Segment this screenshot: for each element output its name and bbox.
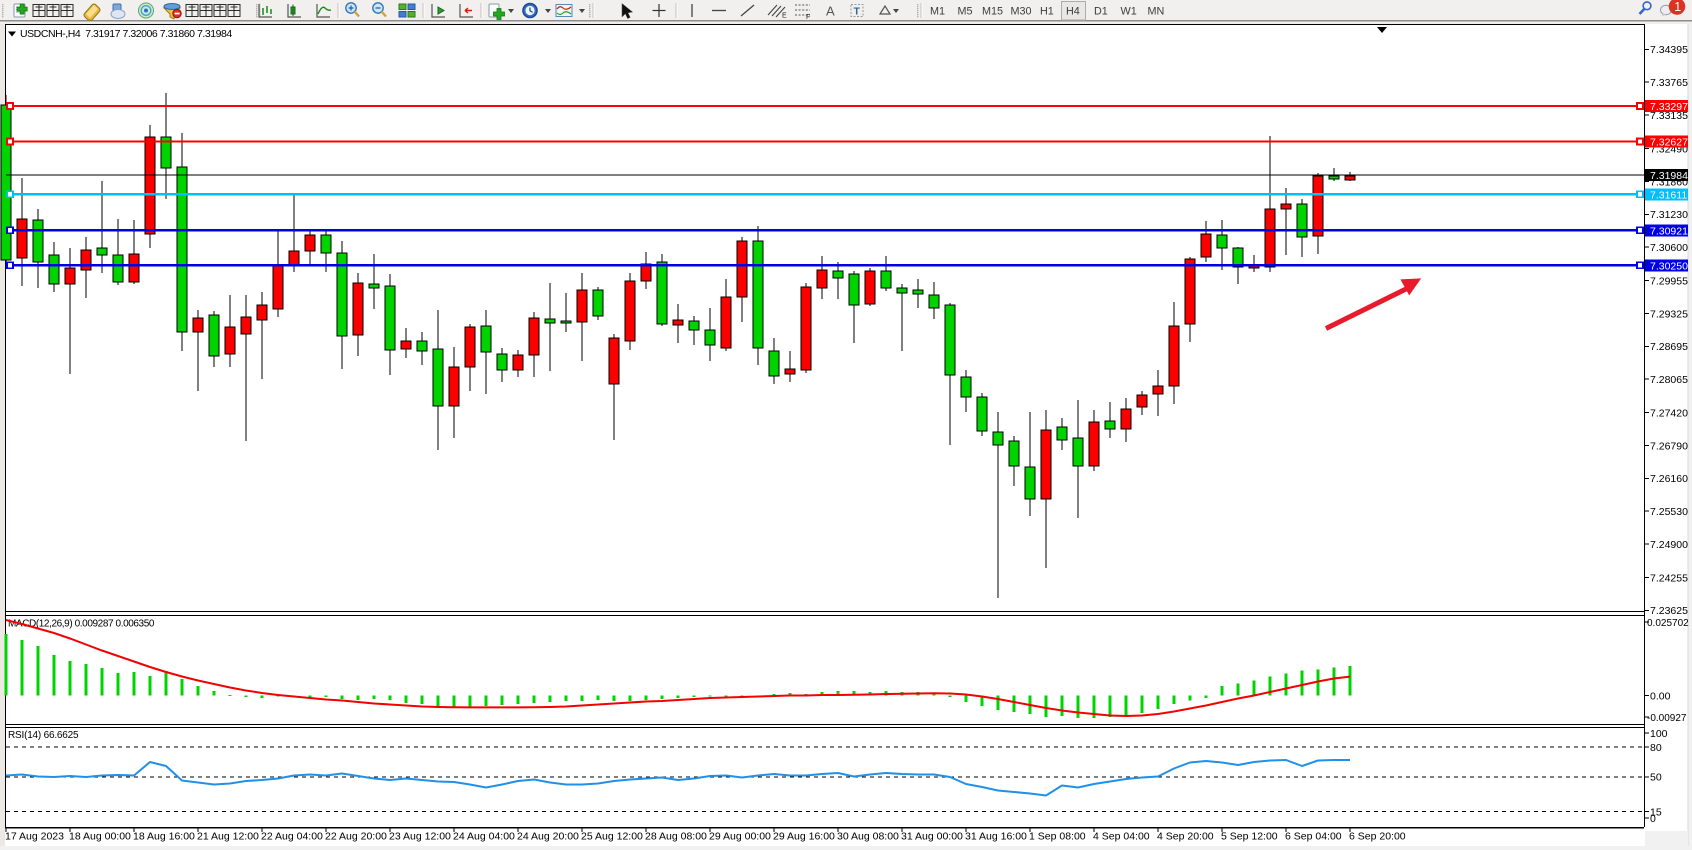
svg-text:M5: M5 [958, 6, 973, 18]
svg-text:18 Aug 16:00: 18 Aug 16:00 [133, 831, 195, 843]
svg-text:D1: D1 [1094, 6, 1108, 18]
svg-text:50: 50 [1650, 772, 1662, 784]
svg-text:5 Sep 12:00: 5 Sep 12:00 [1221, 831, 1278, 843]
svg-text:W1: W1 [1121, 6, 1137, 18]
svg-text:25 Aug 12:00: 25 Aug 12:00 [581, 831, 643, 843]
svg-text:18 Aug 00:00: 18 Aug 00:00 [69, 831, 131, 843]
svg-text:7.25530: 7.25530 [1650, 506, 1688, 518]
svg-text:7.33297: 7.33297 [1650, 101, 1688, 113]
svg-text:24 Aug 04:00: 24 Aug 04:00 [453, 831, 515, 843]
svg-text:31 Aug 16:00: 31 Aug 16:00 [965, 831, 1027, 843]
svg-text:F: F [806, 14, 810, 21]
svg-text:7.34395: 7.34395 [1650, 44, 1688, 56]
svg-text:7.32627: 7.32627 [1650, 137, 1688, 149]
svg-text:80: 80 [1650, 742, 1662, 754]
svg-text:17 Aug 2023: 17 Aug 2023 [5, 831, 64, 843]
svg-text:24 Aug 20:00: 24 Aug 20:00 [517, 831, 579, 843]
svg-text:30 Aug 08:00: 30 Aug 08:00 [837, 831, 899, 843]
svg-text:7.33135: 7.33135 [1650, 110, 1688, 122]
svg-text:23 Aug 12:00: 23 Aug 12:00 [389, 831, 451, 843]
svg-text:M1: M1 [930, 6, 945, 18]
svg-text:29 Aug 16:00: 29 Aug 16:00 [773, 831, 835, 843]
svg-text:7.26790: 7.26790 [1650, 440, 1688, 452]
svg-text:7.24255: 7.24255 [1650, 572, 1688, 584]
svg-text:4 Sep 20:00: 4 Sep 20:00 [1157, 831, 1214, 843]
svg-text:A: A [826, 4, 835, 19]
svg-text:7.27420: 7.27420 [1650, 408, 1688, 420]
svg-text:28 Aug 08:00: 28 Aug 08:00 [645, 831, 707, 843]
svg-text:21 Aug 12:00: 21 Aug 12:00 [197, 831, 259, 843]
svg-text:4 Sep 04:00: 4 Sep 04:00 [1093, 831, 1150, 843]
svg-text:7.26160: 7.26160 [1650, 473, 1688, 485]
svg-text:H1: H1 [1040, 6, 1054, 18]
svg-text:7.31230: 7.31230 [1650, 209, 1688, 221]
svg-text:7.23625: 7.23625 [1650, 605, 1688, 617]
svg-text:0: 0 [1650, 813, 1656, 825]
svg-text:T: T [854, 6, 861, 18]
svg-text:1 Sep 08:00: 1 Sep 08:00 [1029, 831, 1086, 843]
svg-text:29 Aug 00:00: 29 Aug 00:00 [709, 831, 771, 843]
svg-text:7.28695: 7.28695 [1650, 341, 1688, 353]
svg-text:USDCNH-,H4 7.31917 7.32006 7.: USDCNH-,H4 7.31917 7.32006 7.31860 7.319… [20, 28, 232, 40]
svg-text:1: 1 [1674, 0, 1681, 14]
svg-text:7.24900: 7.24900 [1650, 539, 1688, 551]
svg-text:M15: M15 [982, 6, 1003, 18]
svg-text:MN: MN [1148, 6, 1165, 18]
svg-text:7.28065: 7.28065 [1650, 374, 1688, 386]
svg-text:22 Aug 20:00: 22 Aug 20:00 [325, 831, 387, 843]
svg-text:7.33765: 7.33765 [1650, 77, 1688, 89]
svg-text:7.30921: 7.30921 [1650, 225, 1688, 237]
svg-text:100: 100 [1650, 728, 1668, 740]
svg-text:7.30600: 7.30600 [1650, 242, 1688, 254]
svg-text:M30: M30 [1011, 6, 1032, 18]
svg-text:MACD(12,26,9) 0.009287 0.00635: MACD(12,26,9) 0.009287 0.006350 [8, 619, 155, 630]
svg-text:0.00: 0.00 [1650, 690, 1671, 702]
svg-text:31 Aug 00:00: 31 Aug 00:00 [901, 831, 963, 843]
svg-text:7.30250: 7.30250 [1650, 260, 1688, 272]
svg-text:7.31611: 7.31611 [1650, 189, 1687, 201]
svg-text:-0.00927: -0.00927 [1647, 713, 1687, 724]
svg-text:6 Sep 04:00: 6 Sep 04:00 [1285, 831, 1342, 843]
svg-text:7.29325: 7.29325 [1650, 308, 1688, 320]
svg-text:7.29955: 7.29955 [1650, 276, 1688, 288]
svg-text:15: 15 [1650, 806, 1662, 818]
svg-text:E: E [782, 13, 787, 20]
svg-text:7.31984: 7.31984 [1650, 170, 1688, 182]
svg-text:0.025702: 0.025702 [1647, 618, 1689, 629]
svg-text:6 Sep 20:00: 6 Sep 20:00 [1349, 831, 1406, 843]
svg-text:RSI(14) 66.6625: RSI(14) 66.6625 [8, 730, 79, 741]
svg-text:22 Aug 04:00: 22 Aug 04:00 [261, 831, 323, 843]
svg-text:H4: H4 [1066, 6, 1080, 18]
